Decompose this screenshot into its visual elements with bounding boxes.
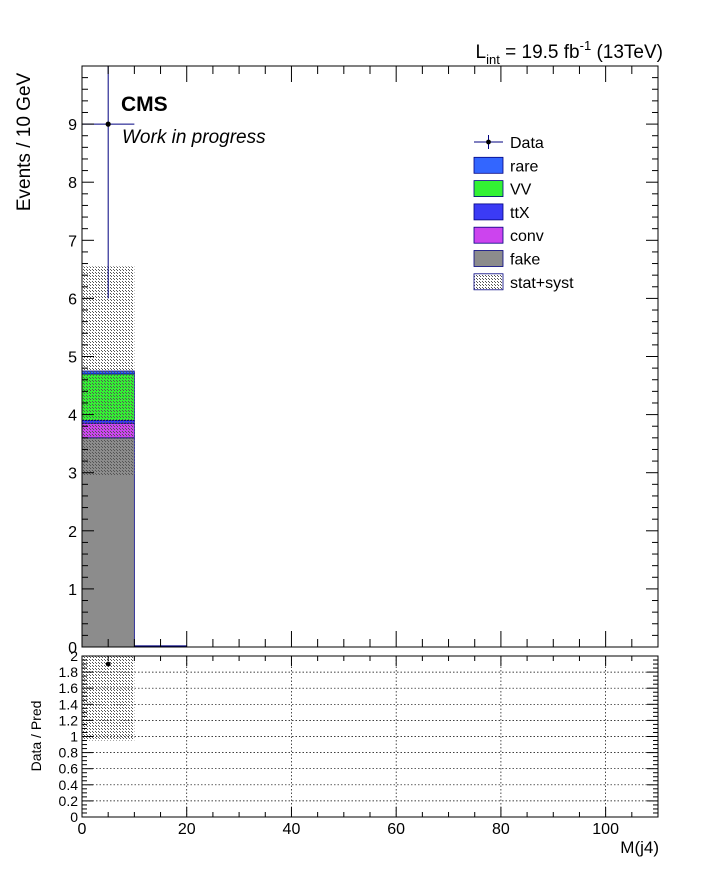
y-tick-label: 3 xyxy=(68,466,77,483)
legend-swatch xyxy=(473,273,504,291)
legend-entry-fake: fake xyxy=(473,250,540,269)
legend-label: conv xyxy=(510,228,544,245)
ratio-x-tick-label: 80 xyxy=(492,821,510,838)
ratio-plot: 00.20.40.60.811.21.41.61.820 20 40 60 80 100 … xyxy=(28,648,659,857)
legend-label: VV xyxy=(510,182,532,199)
legend-entry-VV: VV xyxy=(473,180,532,199)
legend-entry-ttX: ttX xyxy=(473,203,530,222)
data-point xyxy=(105,121,111,127)
ratio-y-tick-label: 1.4 xyxy=(59,696,79,712)
ratio-y-tick-label: 0.8 xyxy=(59,745,79,761)
legend-label: rare xyxy=(510,158,539,175)
ratio-y-tick-label: 2 xyxy=(70,648,78,664)
legend: Data rare VV ttX conv fake stat+syst xyxy=(473,135,574,292)
legend-swatch xyxy=(473,226,504,244)
legend-swatch xyxy=(473,203,504,221)
legend-label: fake xyxy=(510,252,540,269)
ratio-y-tick-label: 1 xyxy=(70,729,78,745)
y-tick-label: 4 xyxy=(68,408,77,425)
y-tick-label: 6 xyxy=(68,291,77,308)
main-y-label: Events / 10 GeV xyxy=(14,72,35,211)
ratio-x-tick-label: 60 xyxy=(387,821,405,838)
y-tick-label: 9 xyxy=(68,117,77,134)
main-frame xyxy=(81,65,659,648)
legend-marker-dot xyxy=(486,139,491,145)
legend-entry-rare: rare xyxy=(473,156,539,175)
ratio-y-tick-label: 0.4 xyxy=(59,777,79,793)
legend-swatch xyxy=(473,156,504,174)
ratio-point xyxy=(105,661,111,667)
legend-entry-conv: conv xyxy=(473,226,544,245)
ratio-y-tick-label: 1.2 xyxy=(59,712,79,728)
ratio-x-tick-label: 0 xyxy=(78,821,87,838)
ratio-x-tick-label: 100 xyxy=(592,821,619,838)
cms-label: CMS xyxy=(121,93,168,116)
ratio-x-label: M(j4) xyxy=(620,838,659,857)
legend-swatch xyxy=(473,180,504,198)
ratio-y-tick-label: 0.2 xyxy=(59,793,79,809)
ratio-y-label: Data / Pred xyxy=(28,701,44,772)
y-tick-label: 1 xyxy=(68,582,77,599)
y-tick-label: 8 xyxy=(68,175,77,192)
legend-entry-stat+syst: stat+syst xyxy=(473,273,574,292)
legend-label: stat+syst xyxy=(510,275,574,292)
y-tick-label: 7 xyxy=(68,233,77,250)
lumi-label: Lint = 19.5 fb-1 (13TeV) xyxy=(476,38,663,67)
legend-swatch xyxy=(473,250,504,267)
y-tick-label: 5 xyxy=(68,350,77,367)
legend-label: Data xyxy=(510,135,544,152)
ratio-x-tick-label: 40 xyxy=(283,821,301,838)
ratio-y-tick-label: 0 xyxy=(70,809,78,825)
legend-label: ttX xyxy=(510,205,530,222)
ratio-y-tick-label: 1.8 xyxy=(59,664,79,680)
y-tick-label: 0 xyxy=(68,640,77,657)
main-plot: 0 1 2 3 4 5 6 7 8 9 CMS Work in progress Events /… xyxy=(14,65,659,657)
ratio-y-tick-label: 1.6 xyxy=(59,680,79,696)
ratio-unc-band xyxy=(82,656,135,741)
cms-sublabel: Work in progress xyxy=(122,127,266,148)
legend-entry-Data: Data xyxy=(474,135,544,152)
y-tick-label: 2 xyxy=(68,524,77,541)
ratio-y-tick-label: 0.6 xyxy=(59,761,79,777)
ratio-x-tick-label: 20 xyxy=(178,821,196,838)
unc-band-bin-0 xyxy=(82,266,135,476)
